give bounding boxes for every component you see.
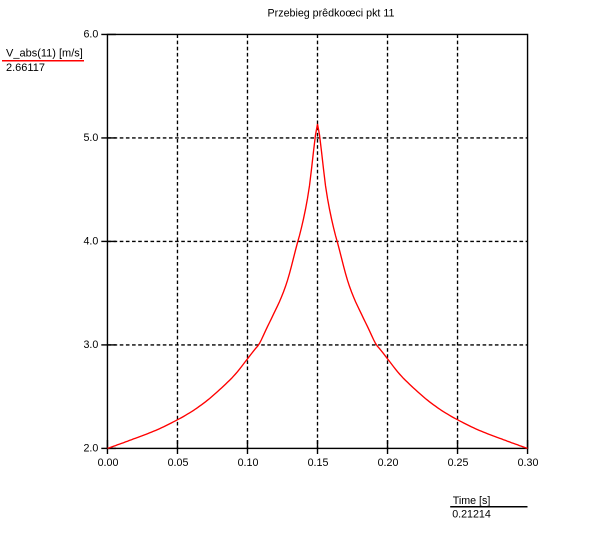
svg-text:0.00: 0.00 <box>98 457 119 469</box>
svg-text:V_abs(11) [m/s]: V_abs(11) [m/s] <box>6 48 83 60</box>
svg-text:0.25: 0.25 <box>448 457 469 469</box>
svg-text:3.0: 3.0 <box>83 339 98 351</box>
svg-text:0.10: 0.10 <box>238 457 259 469</box>
svg-text:5.0: 5.0 <box>83 132 98 144</box>
svg-text:0.05: 0.05 <box>168 457 189 469</box>
svg-text:6.0: 6.0 <box>83 29 98 41</box>
svg-text:4.0: 4.0 <box>83 236 98 248</box>
svg-text:0.15: 0.15 <box>308 457 329 469</box>
svg-text:2.66117: 2.66117 <box>6 62 45 74</box>
svg-text:2.0: 2.0 <box>83 443 98 455</box>
svg-text:Przebieg prêdkoœci pkt 11: Przebieg prêdkoœci pkt 11 <box>268 8 395 20</box>
svg-text:0.21214: 0.21214 <box>452 508 491 520</box>
svg-text:0.20: 0.20 <box>378 457 399 469</box>
svg-text:0.30: 0.30 <box>518 457 539 469</box>
svg-text:Time [s]: Time [s] <box>453 495 491 507</box>
